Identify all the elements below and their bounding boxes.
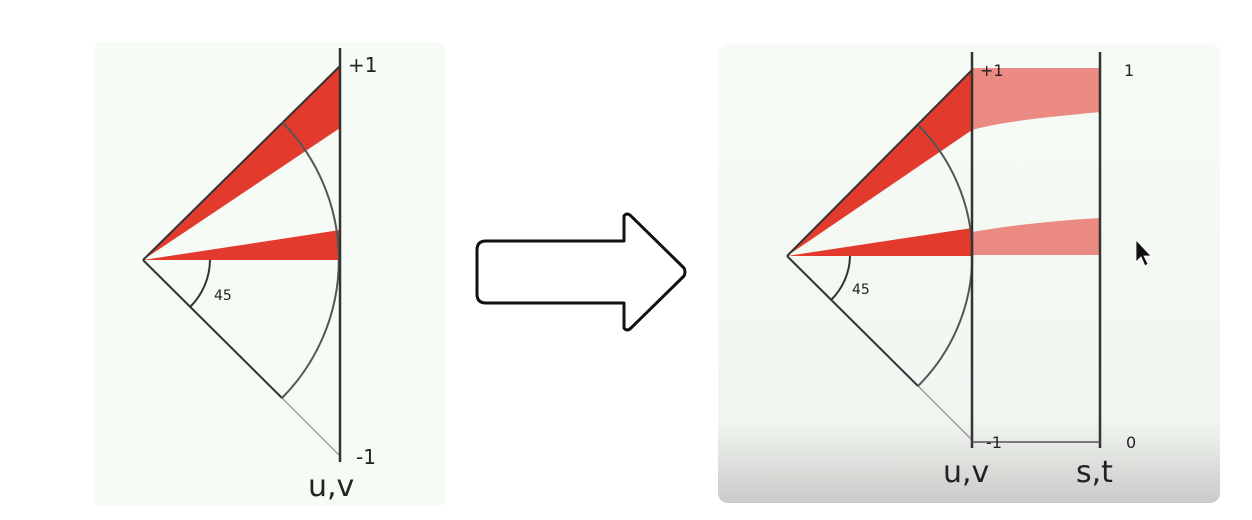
- right-arrow-icon: [475, 212, 687, 332]
- bottom-ray-faint: [281, 397, 341, 457]
- mouse-pointer-icon: [1135, 238, 1152, 267]
- left-panel-background: [95, 42, 445, 506]
- right-angle-label: 45: [852, 282, 870, 298]
- right-label-minus-one: -1: [986, 433, 1002, 452]
- bottom-ray-right: [786, 255, 919, 387]
- right-st-axis-label: s,t: [1076, 455, 1113, 490]
- right-label-one: 1: [1124, 61, 1134, 80]
- angle-arc-right: [830, 255, 851, 301]
- lower-red-wedge: [143, 230, 340, 260]
- left-label-minus-one: -1: [356, 445, 376, 469]
- top-ray-right: [786, 69, 973, 257]
- angle-arc: [189, 259, 211, 308]
- bottom-ray: [142, 259, 283, 399]
- left-angle-label: 45: [214, 288, 232, 304]
- right-uv-axis-label: u,v: [943, 455, 989, 490]
- bottom-ray-faint-right: [917, 385, 973, 441]
- right-label-plus-one: +1: [980, 61, 1004, 80]
- left-panel: +1 -1 45 u,v: [95, 42, 445, 506]
- right-panel: +1 -1 1 0 45 u,v s,t: [718, 44, 1220, 503]
- upper-mapped-band: [972, 68, 1100, 130]
- lower-red-wedge-right: [787, 228, 972, 256]
- top-ray: [142, 65, 341, 261]
- left-axis-label: u,v: [308, 469, 354, 504]
- left-label-plus-one: +1: [348, 53, 377, 77]
- fov-arc: [281, 121, 340, 399]
- lower-mapped-band: [972, 218, 1100, 255]
- right-label-zero: 0: [1126, 433, 1136, 452]
- right-panel-background: [718, 44, 1220, 503]
